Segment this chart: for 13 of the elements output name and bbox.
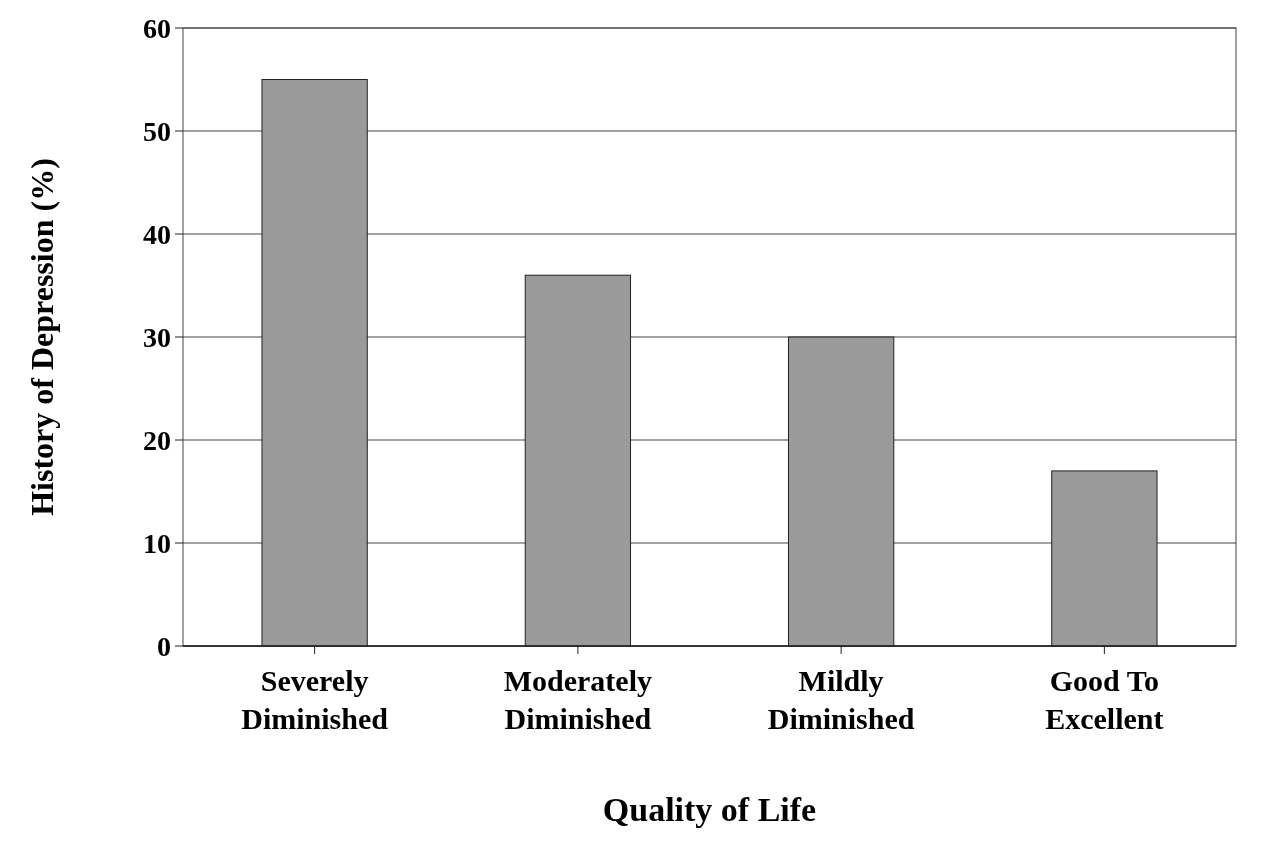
x-tick-label: Good To Excellent <box>1045 664 1164 735</box>
y-axis-title: History of Depression (%) <box>24 158 60 516</box>
y-tick-label: 60 <box>143 12 171 44</box>
x-tick-label: Mildly Diminished <box>767 664 915 735</box>
x-tick-label: Severely Diminished <box>241 664 389 735</box>
x-tick-label: Moderately Diminished <box>503 664 653 735</box>
x-axis-title: Quality of Life <box>602 791 817 828</box>
y-tick-label: 50 <box>143 115 171 147</box>
y-tick-label: 10 <box>143 527 171 559</box>
y-tick-label: 0 <box>157 630 171 662</box>
y-tick-label: 30 <box>143 321 171 353</box>
y-tick-label: 20 <box>143 424 171 456</box>
y-tick-label: 40 <box>143 218 171 250</box>
